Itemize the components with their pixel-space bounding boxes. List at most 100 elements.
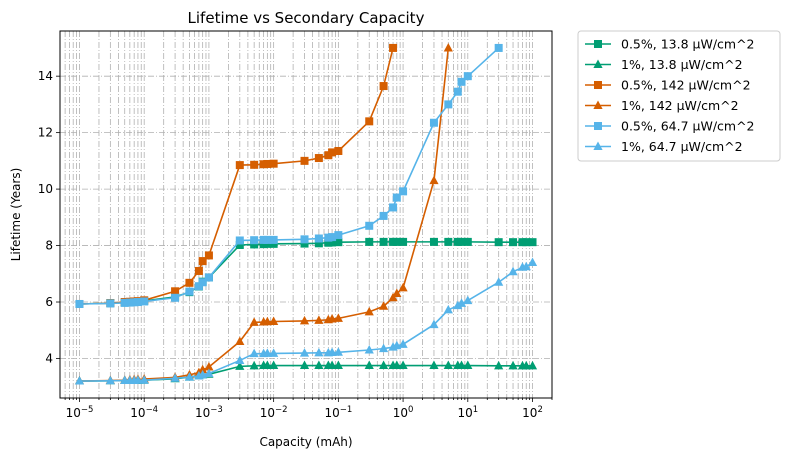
data-point xyxy=(198,364,208,374)
y-tick-label: 8 xyxy=(45,239,53,253)
data-point xyxy=(300,156,309,165)
legend-label: 1%, 13.8 µW/cm^2 xyxy=(621,57,743,72)
plot-frame xyxy=(59,30,553,399)
data-point xyxy=(250,236,259,245)
data-point xyxy=(269,348,279,357)
data-point xyxy=(250,160,259,169)
data-point xyxy=(263,235,272,244)
legend-marker xyxy=(593,59,603,68)
data-point xyxy=(453,87,462,96)
data-point xyxy=(333,313,343,322)
x-tick-label: 10−3 xyxy=(195,405,223,420)
data-point xyxy=(429,118,438,127)
data-point xyxy=(364,306,374,316)
data-point xyxy=(527,360,538,370)
legend-entry: 1%, 64.7 µW/cm^2 xyxy=(585,139,743,154)
y-tick-label: 6 xyxy=(45,295,53,309)
data-point xyxy=(204,361,214,371)
data-point xyxy=(494,360,504,370)
y-axis-label: Lifetime (Years) xyxy=(9,168,23,262)
data-point xyxy=(235,236,244,245)
data-point xyxy=(379,237,388,246)
data-point xyxy=(444,237,453,246)
data-point xyxy=(269,360,279,370)
data-point xyxy=(133,375,143,384)
data-point xyxy=(235,355,245,364)
data-point xyxy=(171,287,180,296)
data-point xyxy=(456,360,467,370)
data-point xyxy=(333,347,343,356)
legend-marker xyxy=(594,122,602,130)
data-point xyxy=(378,343,389,353)
data-point xyxy=(364,345,374,354)
x-tick-label: 101 xyxy=(457,405,478,420)
data-point xyxy=(365,237,374,246)
data-point xyxy=(494,238,503,247)
legend-entry: 0.5%, 64.7 µW/cm^2 xyxy=(585,119,755,134)
data-point xyxy=(262,316,272,326)
data-point xyxy=(249,360,259,370)
series-6 xyxy=(74,257,538,385)
data-point xyxy=(198,257,207,266)
data-point xyxy=(463,72,472,81)
data-point xyxy=(443,42,453,52)
data-point xyxy=(429,319,439,329)
data-point xyxy=(398,282,408,292)
data-point xyxy=(262,348,272,357)
y-tick-label: 4 xyxy=(45,351,53,365)
data-point xyxy=(314,234,323,243)
grid xyxy=(60,31,553,398)
data-point xyxy=(429,237,438,246)
data-point xyxy=(120,298,129,307)
data-point xyxy=(204,251,213,260)
data-point xyxy=(429,360,439,370)
series-5 xyxy=(75,43,503,308)
x-tick-label: 10−5 xyxy=(66,405,94,420)
data-point xyxy=(456,298,467,307)
data-point xyxy=(389,203,398,212)
legend-entry: 1%, 142 µW/cm^2 xyxy=(585,98,739,113)
legend-marker xyxy=(594,81,602,89)
data-point xyxy=(185,287,194,296)
data-point xyxy=(528,238,537,247)
data-point xyxy=(262,360,272,370)
data-point xyxy=(314,154,323,163)
data-point xyxy=(299,360,310,370)
legend-entry: 0.5%, 13.8 µW/cm^2 xyxy=(585,37,755,52)
data-point xyxy=(429,175,439,185)
data-point xyxy=(508,360,518,370)
data-point xyxy=(365,117,374,126)
data-point xyxy=(249,348,259,358)
data-point xyxy=(399,237,408,246)
data-point xyxy=(379,82,388,91)
x-tick-label: 102 xyxy=(522,405,543,420)
data-point xyxy=(299,348,310,357)
y-tick-label: 14 xyxy=(38,69,53,83)
data-point xyxy=(328,238,337,247)
data-point xyxy=(75,299,84,308)
data-point xyxy=(334,238,343,247)
data-point xyxy=(300,235,309,244)
data-point xyxy=(314,239,323,248)
legend-entry: 0.5%, 142 µW/cm^2 xyxy=(585,78,751,93)
data-point xyxy=(314,347,324,357)
legend: 0.5%, 13.8 µW/cm^2 1%, 13.8 µW/cm^2 0.5%, … xyxy=(577,30,781,162)
series-layer xyxy=(74,42,538,385)
legend-label: 0.5%, 13.8 µW/cm^2 xyxy=(621,37,755,52)
data-point xyxy=(269,316,279,325)
data-point xyxy=(389,43,398,52)
data-point xyxy=(299,315,310,325)
data-point xyxy=(198,278,207,287)
data-point xyxy=(333,360,343,370)
data-point xyxy=(463,295,473,305)
data-point xyxy=(250,240,259,249)
data-point xyxy=(184,372,195,381)
data-point xyxy=(204,368,214,377)
axis-ticks: 10−5 10−4 10−3 10−2 10−1 100 101 102 4 6 8 10 12 14 xyxy=(38,69,553,420)
data-point xyxy=(314,360,324,370)
data-point xyxy=(249,317,259,326)
chart-title: Lifetime vs Secondary Capacity xyxy=(188,9,425,27)
data-point xyxy=(334,146,343,155)
data-point xyxy=(443,360,453,370)
